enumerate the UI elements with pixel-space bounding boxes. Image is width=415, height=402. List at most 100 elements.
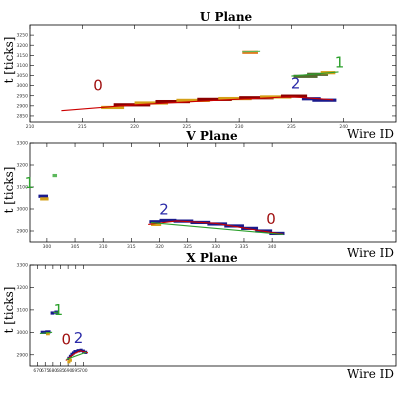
u-plane-plot-frame	[29, 24, 397, 123]
x-plane-y-tick-label: 3200	[17, 285, 29, 291]
u-plane-cluster-label: 0	[93, 77, 103, 95]
u-plane-cluster-label: 2	[291, 75, 301, 93]
u-plane-y-tick-label: 3200	[17, 43, 29, 49]
u-plane-y-tick-label: 2900	[17, 103, 29, 109]
x-plane-track	[66, 351, 87, 360]
x-plane-hit	[73, 350, 78, 354]
v-plane-x-tick-label: 310	[99, 244, 108, 250]
x-plane-track	[53, 311, 59, 314]
u-plane-hit	[155, 99, 190, 104]
v-plane-hit	[52, 173, 58, 178]
x-plane-plot-frame	[29, 264, 397, 367]
u-plane-y-tick-label: 3100	[17, 63, 29, 69]
u-plane-x-axis-label: Wire ID	[347, 127, 394, 141]
v-plane-x-tick-label: 335	[240, 244, 249, 250]
v-plane-y-axis-label: t [ticks]	[2, 167, 16, 214]
u-plane-hit	[239, 96, 274, 100]
v-plane-title: V Plane	[185, 129, 238, 143]
v-plane-y-tick-label: 3300	[17, 141, 29, 147]
x-plane-hit	[50, 311, 55, 315]
u-plane-hit	[312, 98, 337, 102]
x-plane-y-axis-label: t [ticks]	[2, 287, 16, 334]
u-plane-x-tick-label: 210	[26, 124, 35, 130]
u-plane-hit	[293, 74, 318, 78]
x-plane-x-tick-label: 700	[79, 368, 88, 374]
u-plane-y-tick-label: 3050	[17, 73, 29, 79]
u-plane-hit	[101, 105, 125, 110]
v-plane-x-tick-label: 330	[212, 244, 221, 250]
x-plane-hit	[46, 332, 50, 336]
u-plane-y-tick-label: 2850	[17, 114, 29, 120]
x-plane-x-tick-label: 685	[56, 368, 65, 374]
u-plane-hit	[242, 50, 258, 54]
u-plane-x-tick-label: 225	[183, 124, 192, 130]
u-plane-track	[291, 71, 339, 77]
x-plane-y-tick-label: 3100	[17, 307, 29, 313]
x-plane-hit	[68, 358, 72, 362]
x-plane-cluster-label: 2	[74, 329, 84, 347]
u-plane-track	[61, 96, 334, 112]
v-plane-panel: V Plane t [ticks] Wire ID 300 305 310 315 32…	[2, 129, 397, 260]
v-plane-plot-frame	[29, 142, 397, 243]
x-plane-x-tick-label: 675	[41, 368, 50, 374]
v-plane-x-tick-label: 300	[43, 244, 52, 250]
u-plane-x-tick-label: 220	[130, 124, 139, 130]
v-plane-hit	[159, 218, 177, 223]
v-plane-cluster-label: 0	[266, 210, 276, 228]
v-plane-hit	[38, 194, 49, 198]
x-plane-x-axis-label: Wire ID	[347, 367, 394, 381]
v-plane-x-tick-label: 320	[155, 244, 164, 250]
v-plane-x-tick-label: 340	[268, 244, 277, 250]
v-plane-x-tick-label: 325	[183, 244, 192, 250]
x-plane-track	[65, 350, 89, 361]
x-plane-x-tick-label: 680	[49, 368, 58, 374]
v-plane-x-axis-label: Wire ID	[347, 246, 394, 260]
x-plane-title: X Plane	[186, 251, 238, 265]
u-plane-hit	[280, 94, 308, 98]
x-plane-y-tick-label: 3300	[17, 263, 29, 269]
x-plane-cluster-label: 1	[54, 301, 64, 319]
u-plane-hit	[134, 101, 169, 105]
u-plane-x-tick-label: 235	[287, 124, 296, 130]
v-plane-x-tick-label: 315	[127, 244, 136, 250]
v-plane-hit	[40, 197, 49, 201]
v-plane-cluster-label: 1	[25, 174, 35, 192]
x-plane-panel: X Plane t [ticks] Wire ID 670 675 680 685 69…	[2, 251, 397, 381]
u-plane-hit	[218, 96, 252, 101]
v-plane-y-tick-label: 3100	[17, 185, 29, 191]
x-plane-y-tick-label: 3000	[17, 330, 29, 336]
x-plane-x-tick-label: 695	[71, 368, 80, 374]
x-plane-x-tick-label: 670	[33, 368, 42, 374]
v-plane-hit	[241, 226, 259, 230]
v-plane-track	[148, 220, 284, 235]
u-plane-cluster-label: 1	[335, 53, 345, 71]
x-plane-y-tick-label: 2900	[17, 352, 29, 358]
u-plane-y-tick-label: 2950	[17, 93, 29, 99]
v-plane-y-tick-label: 3000	[17, 207, 29, 213]
v-plane-hit	[151, 222, 162, 226]
u-plane-panel: U Plane t [ticks] Wire ID 210 215 220 225 23…	[2, 10, 397, 141]
x-plane-hit	[45, 330, 51, 334]
v-plane-hit	[149, 220, 161, 224]
u-plane-x-tick-label: 230	[235, 124, 244, 130]
x-plane-hit	[40, 330, 47, 334]
u-plane-y-tick-label: 3250	[17, 33, 29, 39]
x-plane-x-tick-label: 690	[64, 368, 73, 374]
u-plane-hit	[176, 98, 210, 102]
x-plane-cluster-label: 0	[62, 331, 72, 349]
u-plane-hit	[197, 97, 232, 101]
v-plane-cluster-label: 2	[159, 201, 169, 219]
u-plane-x-tick-label: 240	[339, 124, 348, 130]
v-plane-y-tick-label: 3200	[17, 163, 29, 169]
u-plane-hit	[301, 97, 321, 101]
u-plane-x-tick-label: 215	[78, 124, 87, 130]
v-plane-x-tick-label: 305	[71, 244, 80, 250]
u-plane-y-tick-label: 3150	[17, 53, 29, 59]
x-plane-hit	[79, 348, 83, 352]
v-plane-y-tick-label: 2900	[17, 229, 29, 235]
u-plane-y-axis-label: t [ticks]	[2, 37, 16, 84]
v-plane-track	[151, 222, 284, 236]
u-plane-title: U Plane	[200, 10, 253, 24]
x-plane-hit	[76, 349, 81, 353]
